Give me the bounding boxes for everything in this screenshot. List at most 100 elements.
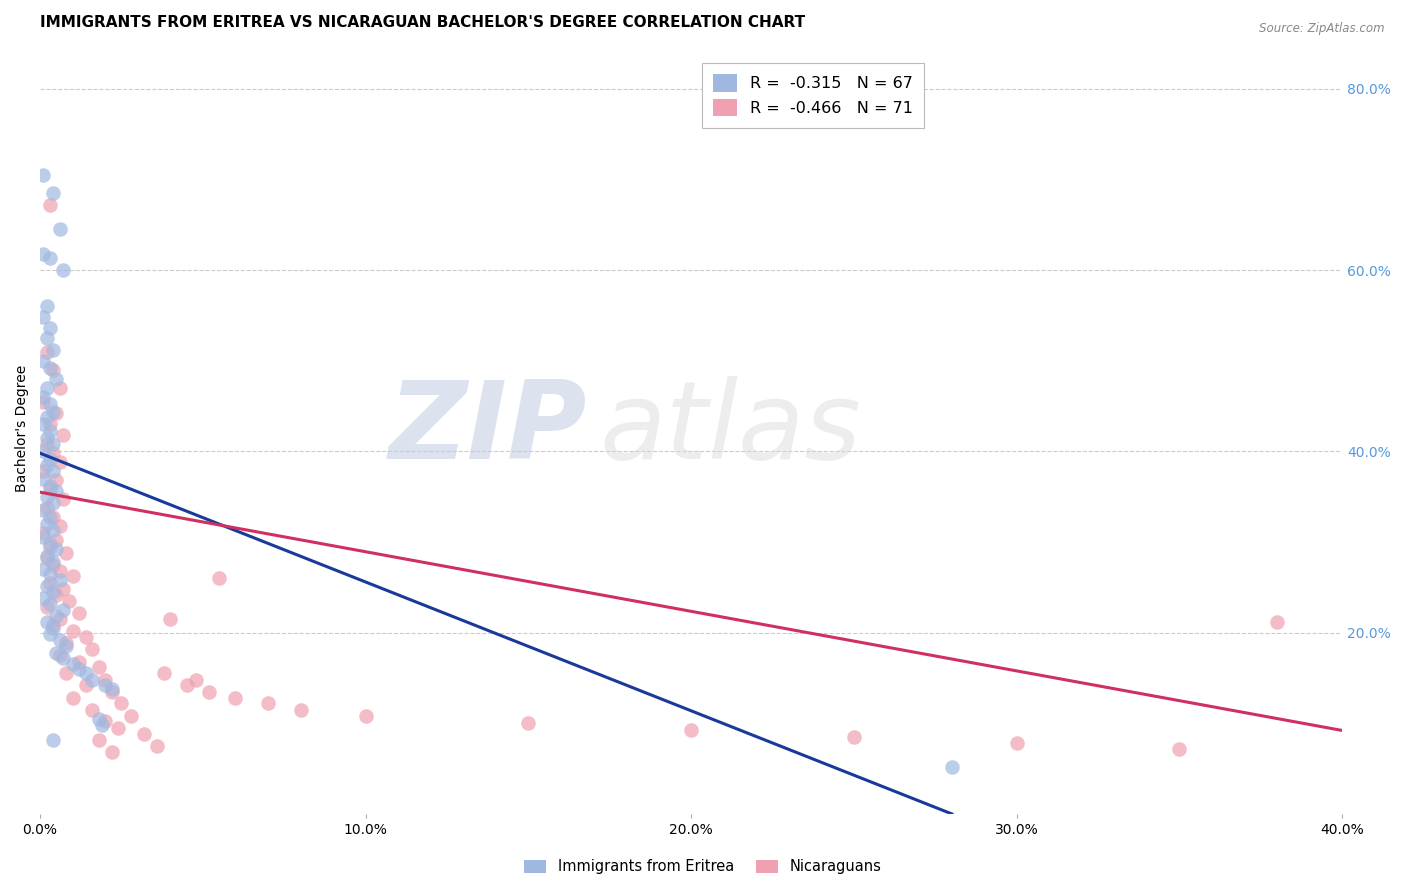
Point <box>38 417 60 432</box>
Point <box>35 551 58 566</box>
Point <box>1265 615 1288 629</box>
Point <box>45 609 67 624</box>
Point <box>52 428 75 442</box>
Point <box>87 660 110 674</box>
Point <box>94 714 117 729</box>
Point <box>38 540 60 554</box>
Point <box>48 381 70 395</box>
Point <box>35 549 58 563</box>
Point <box>208 571 231 585</box>
Point <box>38 451 60 466</box>
Point <box>42 446 65 460</box>
Point <box>38 597 60 611</box>
Point <box>38 483 60 497</box>
Point <box>35 615 58 629</box>
Legend: Immigrants from Eritrea, Nicaraguans: Immigrants from Eritrea, Nicaraguans <box>519 854 887 880</box>
Point <box>42 496 65 510</box>
Point <box>35 458 58 472</box>
Point <box>35 516 58 531</box>
Point <box>82 641 104 656</box>
Point <box>941 760 963 774</box>
Point <box>42 343 65 357</box>
Point <box>67 606 90 620</box>
Y-axis label: Bachelor's Degree: Bachelor's Degree <box>15 365 30 492</box>
Point <box>48 564 70 578</box>
Point <box>681 723 703 738</box>
Point <box>107 721 129 735</box>
Point <box>134 727 156 741</box>
Point <box>32 417 55 432</box>
Point <box>38 509 60 524</box>
Point <box>1005 736 1028 750</box>
Point <box>38 566 60 581</box>
Point <box>38 627 60 641</box>
Point <box>67 662 90 676</box>
Point <box>75 678 97 692</box>
Point <box>42 558 65 572</box>
Point <box>354 709 377 723</box>
Point <box>82 673 104 687</box>
Point <box>32 310 55 325</box>
Point <box>42 555 65 569</box>
Point <box>45 542 67 557</box>
Point <box>62 569 84 583</box>
Point <box>91 718 114 732</box>
Point <box>32 168 55 182</box>
Point <box>32 591 55 606</box>
Point <box>35 600 58 615</box>
Point <box>38 537 60 551</box>
Point <box>55 546 77 560</box>
Point <box>176 678 198 692</box>
Point <box>32 464 55 478</box>
Point <box>52 491 75 506</box>
Point <box>52 582 75 596</box>
Point <box>224 690 246 705</box>
Point <box>62 690 84 705</box>
Point <box>35 490 58 504</box>
Point <box>45 484 67 499</box>
Point <box>842 730 865 744</box>
Point <box>52 651 75 665</box>
Point <box>38 321 60 335</box>
Point <box>35 344 58 359</box>
Point <box>153 666 176 681</box>
Point <box>48 518 70 533</box>
Point <box>100 745 122 759</box>
Point <box>100 684 122 698</box>
Point <box>55 666 77 681</box>
Point <box>100 681 122 696</box>
Point <box>94 673 117 687</box>
Point <box>42 464 65 478</box>
Point <box>45 646 67 660</box>
Point <box>42 618 65 632</box>
Point <box>42 732 65 747</box>
Point <box>32 247 55 261</box>
Point <box>48 573 70 587</box>
Point <box>32 390 55 404</box>
Point <box>45 588 67 602</box>
Point <box>159 612 181 626</box>
Point <box>35 437 58 451</box>
Point <box>35 409 58 424</box>
Text: ZIP: ZIP <box>388 376 588 482</box>
Point <box>94 678 117 692</box>
Legend: R =  -0.315   N = 67, R =  -0.466   N = 71: R = -0.315 N = 67, R = -0.466 N = 71 <box>702 63 924 128</box>
Point <box>45 372 67 386</box>
Point <box>110 696 132 710</box>
Point <box>75 630 97 644</box>
Point <box>48 222 70 236</box>
Point <box>38 251 60 265</box>
Point <box>32 525 55 540</box>
Point <box>35 381 58 395</box>
Text: atlas: atlas <box>600 376 862 482</box>
Point <box>32 394 55 409</box>
Point <box>32 503 55 517</box>
Point <box>42 523 65 537</box>
Point <box>45 406 67 420</box>
Point <box>75 666 97 681</box>
Point <box>48 632 70 647</box>
Point <box>45 474 67 488</box>
Point <box>52 263 75 277</box>
Point <box>120 709 142 723</box>
Point <box>146 739 169 753</box>
